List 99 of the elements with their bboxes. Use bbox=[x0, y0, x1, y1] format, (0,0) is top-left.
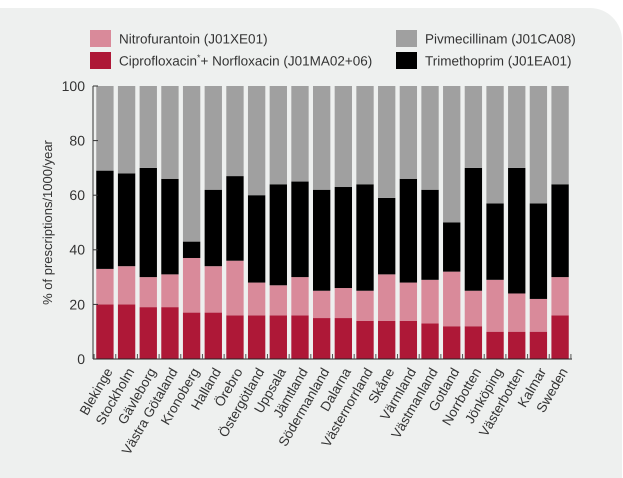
bar bbox=[182, 86, 200, 242]
bar bbox=[421, 190, 439, 280]
bar bbox=[291, 182, 309, 278]
bar bbox=[486, 280, 504, 332]
bar bbox=[226, 176, 244, 261]
legend-label: Nitrofurantoin (J01XE01) bbox=[119, 32, 268, 47]
bar bbox=[508, 332, 526, 359]
bar bbox=[182, 242, 200, 258]
bar bbox=[334, 187, 352, 288]
bar bbox=[464, 326, 482, 359]
y-tick-label: 60 bbox=[69, 187, 86, 204]
bar bbox=[226, 315, 244, 359]
bar bbox=[118, 173, 136, 266]
bar bbox=[334, 318, 352, 359]
bar bbox=[464, 168, 482, 291]
bar bbox=[356, 86, 374, 184]
bar bbox=[464, 290, 482, 326]
bar bbox=[378, 320, 396, 359]
y-tick-label: 20 bbox=[69, 296, 86, 312]
bar bbox=[248, 315, 266, 359]
bar bbox=[96, 170, 114, 269]
bar bbox=[356, 320, 374, 359]
bar bbox=[421, 324, 439, 359]
bar bbox=[530, 203, 548, 299]
bar bbox=[118, 304, 136, 359]
bar bbox=[334, 86, 352, 188]
bar bbox=[248, 282, 266, 316]
bar bbox=[443, 272, 460, 326]
y-tick-label: 0 bbox=[77, 350, 86, 367]
bar bbox=[161, 307, 179, 359]
bar bbox=[400, 320, 418, 359]
bar bbox=[443, 326, 460, 359]
bar bbox=[312, 190, 330, 291]
y-tick-label: 100 bbox=[62, 78, 86, 94]
bar bbox=[530, 332, 548, 359]
bar bbox=[226, 86, 244, 176]
bar bbox=[508, 168, 526, 294]
bar bbox=[312, 86, 330, 190]
bar bbox=[182, 312, 200, 359]
bar bbox=[378, 86, 396, 198]
bar bbox=[161, 274, 179, 308]
bar bbox=[356, 184, 374, 291]
bar bbox=[334, 288, 352, 318]
bar bbox=[248, 86, 266, 196]
bar bbox=[551, 315, 569, 359]
bar bbox=[291, 86, 309, 182]
y-tick-label: 80 bbox=[69, 132, 86, 148]
bar bbox=[204, 266, 222, 313]
bar bbox=[551, 184, 569, 278]
bar bbox=[96, 86, 114, 171]
bar bbox=[464, 86, 482, 168]
bar bbox=[291, 315, 309, 359]
bar bbox=[161, 178, 179, 274]
bar bbox=[118, 86, 136, 174]
bar bbox=[486, 203, 504, 280]
y-tick-label: 40 bbox=[69, 242, 86, 258]
bar bbox=[530, 298, 548, 332]
bar bbox=[96, 304, 114, 359]
legend-label: Ciprofloxacin$^{*}$+ Norfloxacin (J01MA02+06) bbox=[119, 52, 372, 69]
bar bbox=[270, 86, 287, 184]
bar bbox=[530, 86, 548, 204]
bar bbox=[421, 86, 439, 190]
bar bbox=[140, 307, 157, 359]
bar bbox=[204, 86, 222, 190]
bar bbox=[400, 86, 418, 179]
bar bbox=[486, 332, 504, 359]
y-axis-title: % of prescriptions/1000/year bbox=[40, 139, 55, 305]
bar bbox=[248, 195, 266, 283]
bar bbox=[486, 86, 504, 204]
bar bbox=[182, 258, 200, 313]
bar bbox=[118, 266, 136, 304]
bar bbox=[226, 260, 244, 316]
bar bbox=[291, 277, 309, 316]
bar bbox=[96, 268, 114, 304]
bar bbox=[270, 315, 287, 359]
legend-label: Trimethoprim (J01EA01) bbox=[425, 54, 572, 69]
bar bbox=[312, 318, 330, 359]
bar bbox=[508, 293, 526, 332]
bar bbox=[270, 184, 287, 286]
bar bbox=[356, 290, 374, 321]
bar bbox=[421, 280, 439, 324]
bar bbox=[551, 86, 569, 184]
bar bbox=[443, 222, 460, 272]
bar bbox=[443, 86, 460, 222]
bar bbox=[140, 86, 157, 168]
bar bbox=[140, 168, 157, 278]
bar bbox=[378, 274, 396, 321]
bar bbox=[161, 86, 179, 179]
bar bbox=[312, 290, 330, 318]
bar bbox=[140, 277, 157, 308]
bar bbox=[378, 198, 396, 274]
bar bbox=[204, 312, 222, 359]
legend-label: Pivmecillinam (J01CA08) bbox=[425, 32, 576, 47]
bar bbox=[270, 285, 287, 316]
bar bbox=[400, 178, 418, 283]
bar bbox=[204, 190, 222, 266]
bar bbox=[508, 86, 526, 168]
bar bbox=[400, 282, 418, 321]
bar bbox=[551, 277, 569, 316]
